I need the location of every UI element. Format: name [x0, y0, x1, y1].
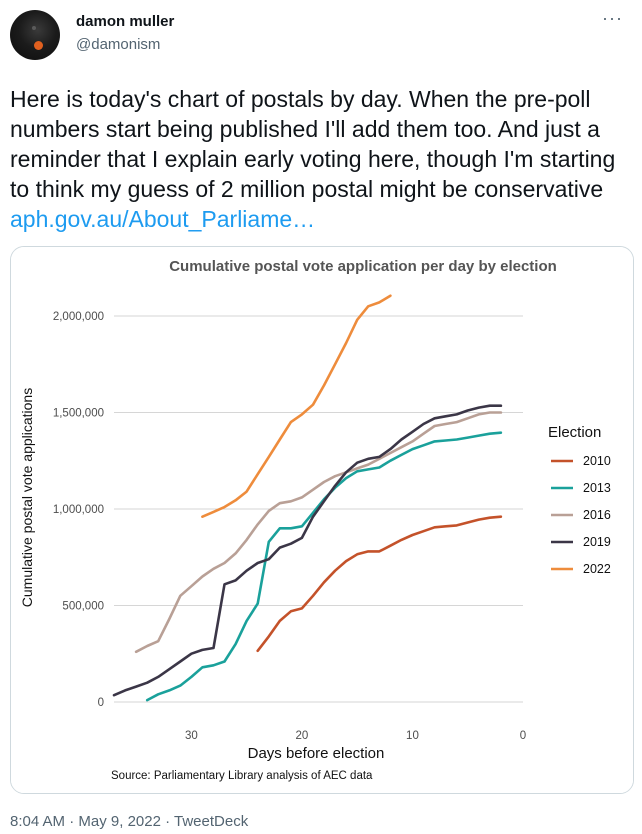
series-line-2019 — [112, 404, 503, 697]
x-tick-label: 30 — [185, 730, 198, 742]
x-tick-label: 0 — [520, 730, 526, 742]
tweet-date[interactable]: May 9, 2022 — [78, 813, 161, 830]
legend-label-2010: 2010 — [583, 454, 611, 468]
y-tick-label: 1,000,000 — [53, 504, 104, 516]
more-options-icon[interactable]: ··· — [602, 8, 623, 28]
y-tick-label: 2,000,000 — [53, 311, 104, 323]
x-axis-label: Days before election — [248, 745, 385, 762]
series-line-2016 — [134, 411, 503, 654]
chart-title: Cumulative postal vote application per d… — [169, 258, 557, 275]
y-tick-label: 0 — [98, 697, 104, 709]
separator: · — [65, 813, 79, 830]
user-display-name[interactable]: damon muller — [76, 13, 175, 30]
series-line-2022 — [201, 294, 392, 519]
legend-label-2013: 2013 — [583, 481, 611, 495]
tweet-client[interactable]: TweetDeck — [174, 813, 249, 830]
tweet-time[interactable]: 8:04 AM — [10, 813, 66, 830]
legend-label-2019: 2019 — [583, 535, 611, 549]
chart-source: Source: Parliamentary Library analysis o… — [111, 770, 373, 782]
separator: · — [160, 813, 175, 830]
legend-label-2016: 2016 — [583, 508, 611, 522]
chart: Cumulative postal vote application per d… — [11, 247, 633, 793]
y-axis-label: Cumulative postal vote applications — [19, 388, 35, 607]
chart-background — [11, 247, 633, 793]
y-tick-label: 1,500,000 — [53, 407, 104, 419]
x-tick-label: 10 — [406, 730, 419, 742]
chart-image-card[interactable]: Cumulative postal vote application per d… — [10, 246, 634, 794]
avatar-flower — [34, 41, 43, 50]
avatar-eye — [32, 26, 36, 30]
series-line-2010 — [256, 515, 503, 653]
x-tick-label: 20 — [296, 730, 309, 742]
avatar[interactable] — [10, 10, 60, 60]
tweet-timestamp: 8:04 AM · May 9, 2022 · TweetDeck — [10, 813, 248, 830]
y-tick-label: 500,000 — [62, 600, 104, 612]
tweet-link[interactable]: aph.gov.au/About_Parliame… — [10, 206, 316, 232]
user-handle[interactable]: @damonism — [76, 36, 161, 53]
legend-title: Election — [548, 424, 601, 441]
legend-label-2022: 2022 — [583, 562, 611, 576]
tweet-text: Here is today's chart of postals by day.… — [10, 84, 634, 234]
tweet-body: Here is today's chart of postals by day.… — [10, 86, 616, 202]
